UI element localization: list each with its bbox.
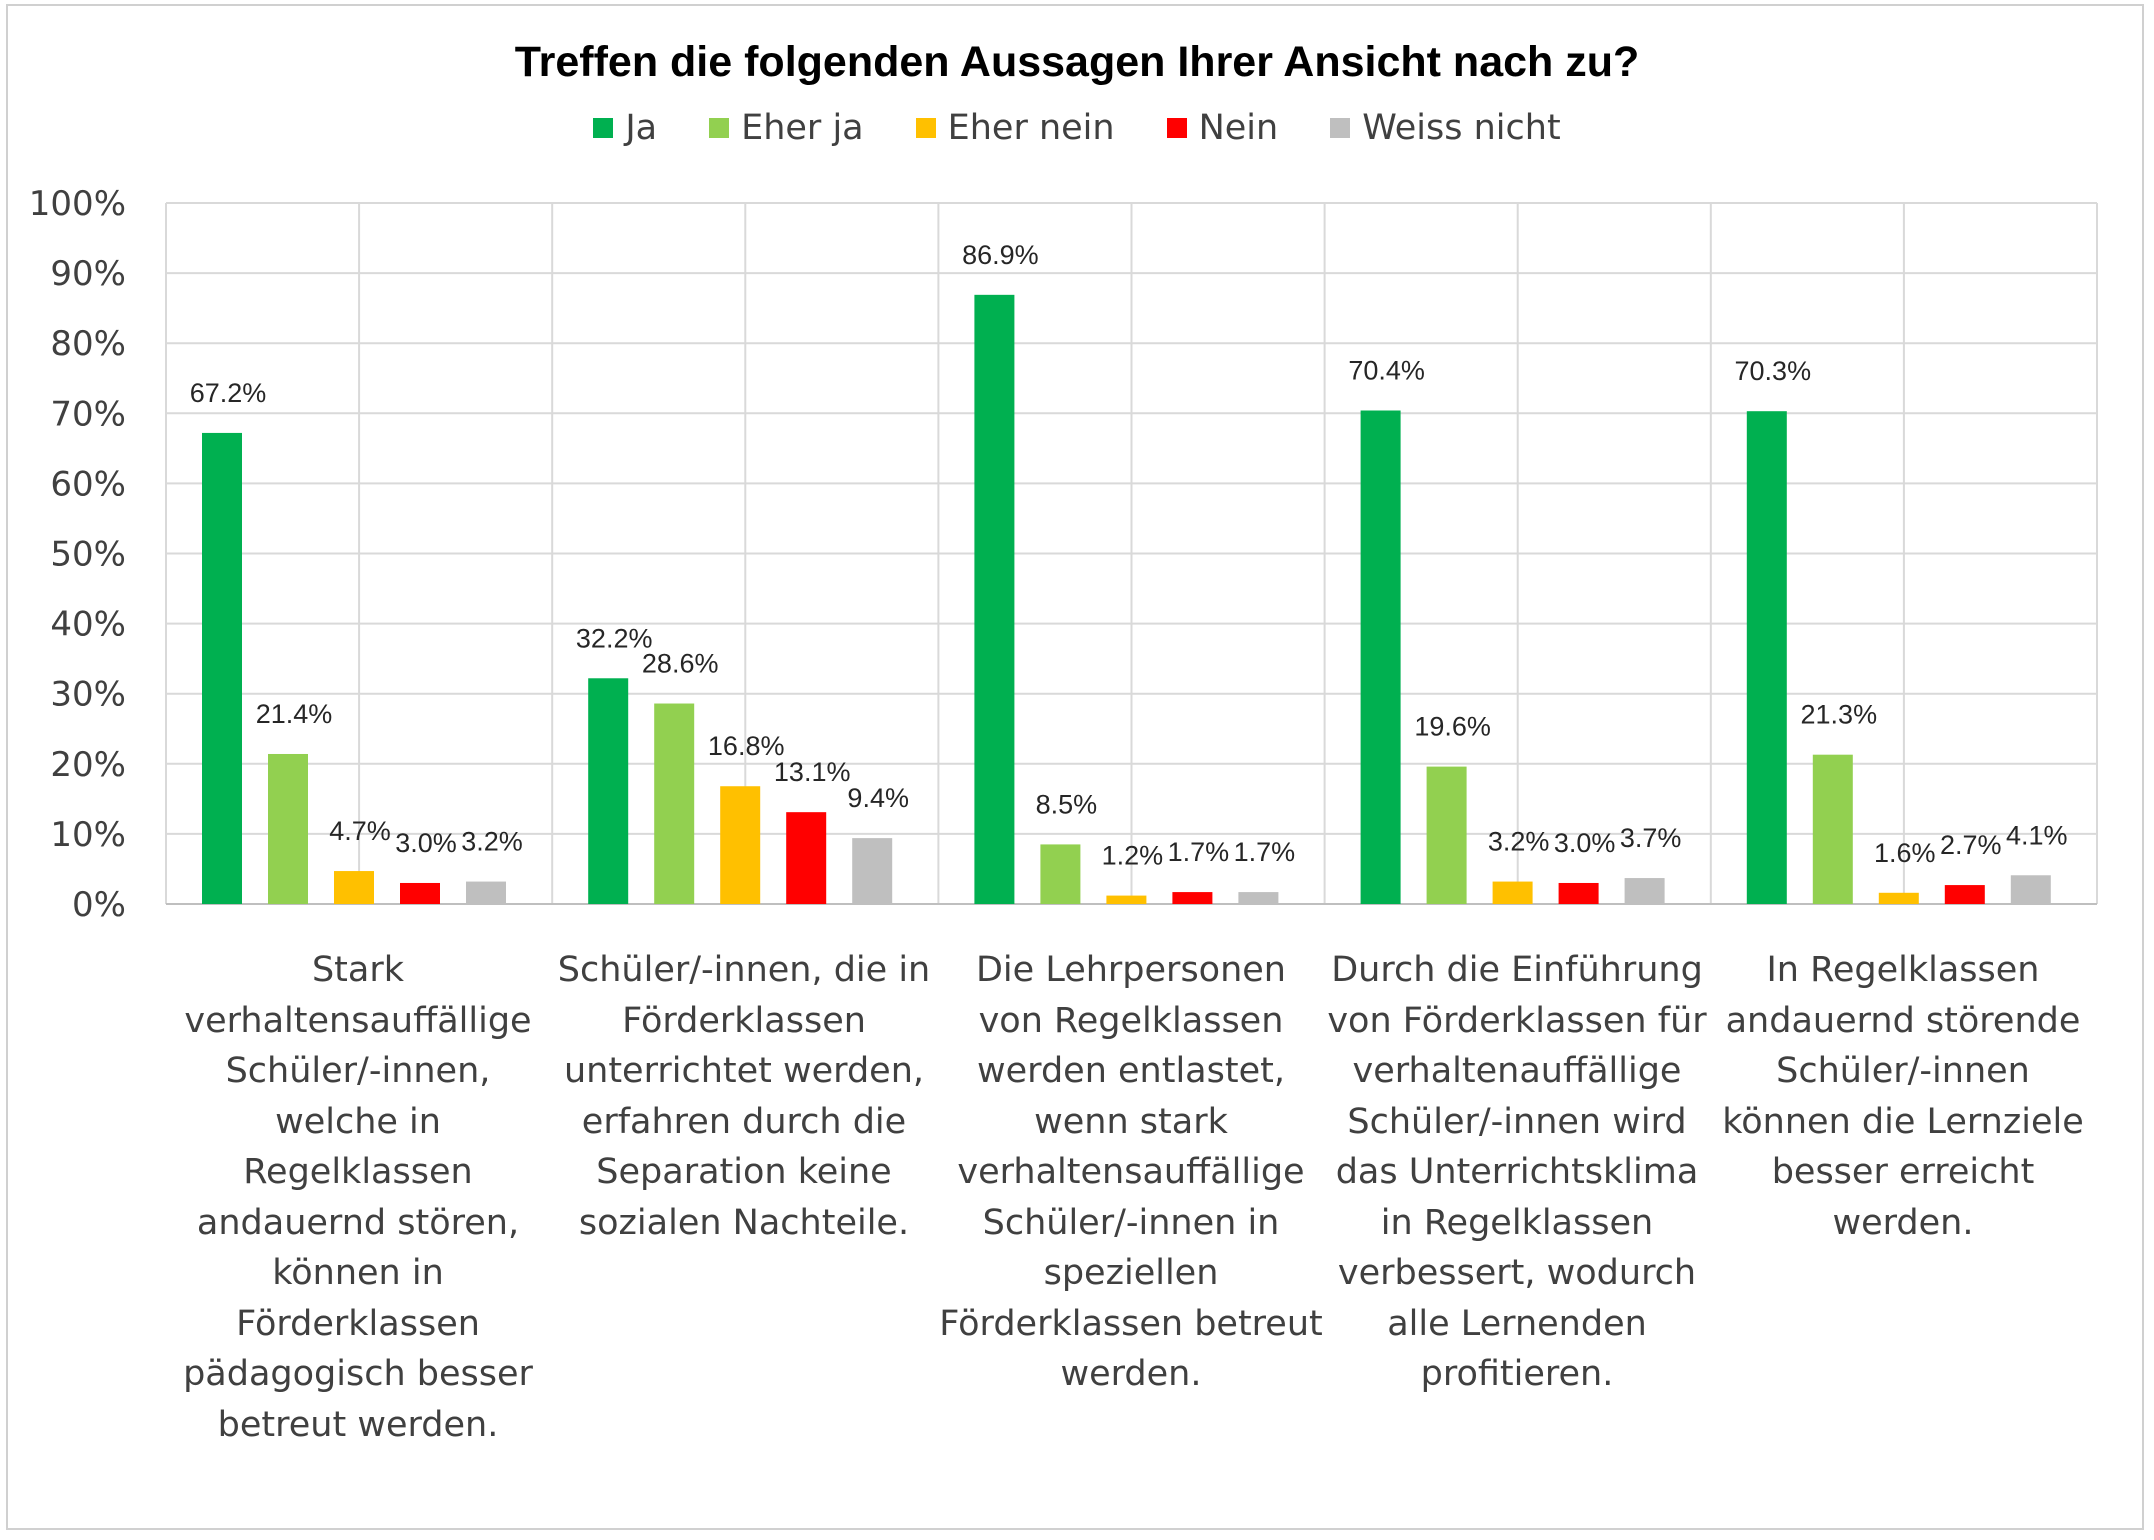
data-label: 4.7% — [329, 816, 391, 846]
bar — [202, 432, 242, 904]
data-label: 70.3% — [1735, 356, 1812, 386]
bar — [1558, 882, 1599, 904]
category-label-1: Stark verhaltensauffällige Schüler/-inne… — [183, 950, 533, 1445]
category-label-5: In Regelklassen andauernd störende Schül… — [1722, 950, 2084, 1243]
legend-swatch-ja — [593, 118, 614, 138]
bar — [1172, 892, 1213, 904]
bar — [1624, 878, 1665, 904]
data-label: 3.2% — [1488, 827, 1550, 857]
data-label: 3.0% — [1554, 828, 1616, 858]
bar — [334, 871, 374, 904]
legend-swatch-weiss-nicht — [1330, 118, 1351, 138]
bar — [1040, 844, 1081, 904]
data-label: 1.6% — [1874, 838, 1936, 868]
bar — [1944, 885, 1985, 904]
bar — [1492, 881, 1533, 904]
y-tick-label: 40% — [50, 605, 126, 645]
legend-label-ja: Ja — [625, 108, 658, 148]
data-label: 13.1% — [774, 757, 851, 787]
legend-item-nein: Nein — [1166, 108, 1279, 148]
chart-title: Treffen die folgenden Aussagen Ihrer Ans… — [514, 38, 1640, 86]
category-label-4: Durch die Einführung von Förderklassen f… — [1327, 950, 1707, 1394]
legend-swatch-eher-nein — [915, 118, 936, 138]
bar — [268, 753, 308, 904]
bar — [654, 703, 695, 904]
data-label: 21.3% — [1801, 700, 1878, 730]
data-label: 19.6% — [1414, 712, 1491, 742]
data-label: 28.6% — [642, 649, 719, 679]
data-label: 4.1% — [2006, 820, 2068, 850]
bar — [852, 838, 893, 904]
bar — [400, 882, 440, 904]
bar — [786, 812, 827, 904]
y-tick-label: 10% — [50, 815, 126, 855]
data-label: 8.5% — [1036, 789, 1098, 819]
legend-swatch-nein — [1166, 118, 1187, 138]
chart-legend: Ja Eher ja Eher nein Nein Weiss nicht — [0, 108, 2154, 148]
bar — [1812, 754, 1853, 904]
bar — [720, 786, 761, 904]
data-label: 2.7% — [1940, 830, 2002, 860]
data-label: 3.0% — [395, 828, 457, 858]
chart-frame — [6, 4, 2144, 1530]
bar — [1878, 892, 1919, 904]
y-tick-label: 50% — [50, 535, 126, 575]
data-label: 70.4% — [1348, 355, 1425, 385]
data-label: 1.2% — [1102, 841, 1164, 871]
data-label: 32.2% — [576, 623, 653, 653]
category-label-3: Die Lehrpersonen von Regelklassen werden… — [939, 950, 1323, 1394]
data-label: 86.9% — [962, 240, 1039, 270]
y-tick-label: 90% — [50, 254, 126, 294]
bar — [1238, 892, 1279, 904]
y-tick-label: 60% — [50, 464, 126, 504]
legend-swatch-eher-ja — [709, 118, 730, 138]
legend-label-nein: Nein — [1198, 108, 1279, 148]
data-label: 9.4% — [847, 783, 909, 813]
data-label: 1.7% — [1234, 837, 1296, 867]
legend-item-eher-ja: Eher ja — [709, 108, 864, 148]
data-label: 21.4% — [256, 699, 333, 729]
data-label: 67.2% — [190, 378, 267, 408]
data-label: 3.7% — [1620, 823, 1682, 853]
bar — [1746, 411, 1787, 904]
legend-item-ja: Ja — [593, 108, 657, 148]
legend-label-eher-ja: Eher ja — [741, 108, 864, 148]
data-label: 1.7% — [1168, 837, 1230, 867]
category-label-2: Schüler/-innen, die in Förderklassen unt… — [557, 950, 931, 1243]
legend-item-weiss-nicht: Weiss nicht — [1330, 108, 1561, 148]
bar — [466, 881, 506, 904]
bar — [2010, 875, 2051, 904]
legend-label-eher-nein: Eher nein — [947, 108, 1115, 148]
y-tick-label: 30% — [50, 675, 126, 715]
y-tick-label: 100% — [29, 184, 126, 224]
legend-label-weiss-nicht: Weiss nicht — [1362, 108, 1561, 148]
bar — [1106, 895, 1147, 904]
bar — [974, 294, 1015, 904]
y-tick-label: 0% — [72, 885, 126, 925]
bar — [588, 678, 629, 904]
bar — [1426, 766, 1467, 904]
y-tick-label: 70% — [50, 394, 126, 434]
data-label: 16.8% — [708, 731, 785, 761]
y-tick-label: 80% — [50, 324, 126, 364]
data-label: 3.2% — [461, 827, 523, 857]
y-tick-label: 20% — [50, 745, 126, 785]
legend-item-eher-nein: Eher nein — [915, 108, 1115, 148]
bar — [1360, 410, 1401, 904]
